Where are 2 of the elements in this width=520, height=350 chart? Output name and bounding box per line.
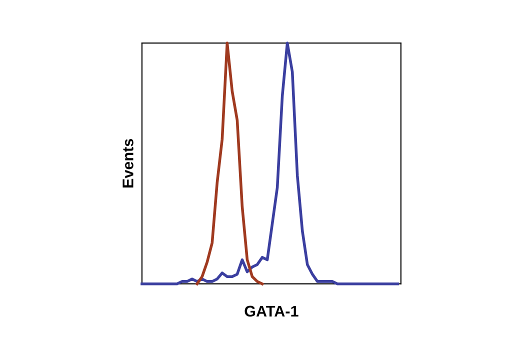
y-axis-title: Events	[122, 139, 134, 188]
x-axis-title: GATA-1	[244, 306, 298, 317]
